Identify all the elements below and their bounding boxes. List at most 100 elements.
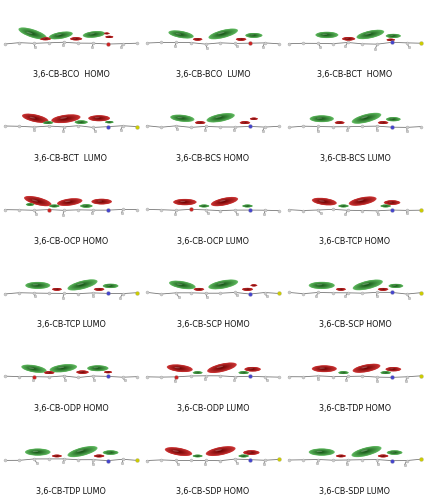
Ellipse shape (210, 280, 236, 288)
Ellipse shape (379, 288, 387, 290)
Ellipse shape (250, 34, 254, 35)
Ellipse shape (80, 372, 85, 373)
Ellipse shape (33, 284, 41, 286)
Ellipse shape (26, 197, 49, 205)
Ellipse shape (320, 200, 327, 202)
Ellipse shape (253, 285, 255, 286)
Ellipse shape (216, 116, 222, 118)
Ellipse shape (318, 367, 329, 370)
Ellipse shape (194, 455, 201, 457)
Ellipse shape (96, 455, 102, 456)
Ellipse shape (104, 33, 109, 34)
Ellipse shape (29, 368, 37, 370)
Ellipse shape (175, 200, 195, 204)
Ellipse shape (391, 284, 400, 287)
Ellipse shape (245, 289, 249, 290)
Ellipse shape (177, 200, 192, 204)
Ellipse shape (58, 34, 62, 36)
Text: 3,6-CB-BCS LUMO: 3,6-CB-BCS LUMO (320, 154, 391, 163)
Ellipse shape (243, 122, 247, 123)
Ellipse shape (92, 366, 104, 370)
Ellipse shape (173, 116, 191, 121)
Ellipse shape (53, 33, 68, 38)
Ellipse shape (47, 372, 51, 373)
Ellipse shape (105, 372, 111, 373)
Ellipse shape (71, 38, 81, 40)
Ellipse shape (241, 372, 246, 374)
Ellipse shape (105, 36, 113, 38)
Ellipse shape (363, 284, 370, 286)
Ellipse shape (388, 118, 398, 120)
Ellipse shape (107, 36, 112, 38)
Ellipse shape (387, 38, 395, 41)
Ellipse shape (355, 364, 377, 372)
Ellipse shape (76, 121, 86, 124)
Ellipse shape (44, 122, 52, 124)
Ellipse shape (31, 33, 32, 34)
Ellipse shape (71, 448, 93, 456)
Ellipse shape (63, 118, 66, 119)
Ellipse shape (196, 372, 199, 373)
Ellipse shape (360, 282, 374, 288)
Ellipse shape (198, 122, 202, 123)
Ellipse shape (78, 371, 86, 373)
Ellipse shape (320, 200, 328, 203)
Ellipse shape (217, 32, 228, 36)
Ellipse shape (195, 288, 202, 290)
Ellipse shape (55, 34, 65, 37)
Ellipse shape (219, 32, 226, 35)
Ellipse shape (243, 288, 252, 290)
Ellipse shape (62, 200, 76, 204)
Ellipse shape (214, 282, 232, 288)
Ellipse shape (26, 32, 33, 34)
Ellipse shape (389, 35, 397, 37)
Ellipse shape (244, 205, 250, 207)
Ellipse shape (23, 114, 48, 122)
Ellipse shape (43, 122, 52, 124)
Ellipse shape (196, 372, 199, 373)
Ellipse shape (356, 199, 368, 203)
Ellipse shape (357, 282, 377, 288)
Ellipse shape (323, 34, 329, 36)
Ellipse shape (176, 116, 187, 120)
Ellipse shape (170, 114, 194, 122)
Ellipse shape (78, 122, 84, 123)
Ellipse shape (387, 39, 394, 40)
Ellipse shape (52, 454, 62, 458)
Ellipse shape (176, 200, 193, 204)
Ellipse shape (246, 33, 262, 38)
Ellipse shape (355, 280, 380, 289)
Ellipse shape (359, 366, 373, 370)
Ellipse shape (106, 36, 112, 38)
Ellipse shape (196, 38, 200, 40)
Ellipse shape (318, 200, 330, 203)
Ellipse shape (386, 367, 401, 372)
Ellipse shape (320, 118, 322, 119)
Ellipse shape (313, 283, 330, 288)
Ellipse shape (246, 289, 249, 290)
Ellipse shape (71, 281, 93, 289)
Ellipse shape (170, 31, 191, 38)
Text: 3,6-CB-BCO  LUMO: 3,6-CB-BCO LUMO (176, 70, 250, 80)
Ellipse shape (315, 450, 327, 454)
Ellipse shape (388, 202, 396, 203)
Ellipse shape (322, 368, 325, 370)
Ellipse shape (347, 38, 349, 39)
Ellipse shape (93, 116, 104, 120)
Ellipse shape (213, 198, 236, 205)
Ellipse shape (365, 451, 366, 452)
Ellipse shape (387, 202, 396, 204)
Ellipse shape (75, 449, 89, 454)
Ellipse shape (195, 455, 201, 457)
Ellipse shape (311, 449, 332, 455)
Ellipse shape (197, 289, 201, 290)
Ellipse shape (317, 200, 331, 203)
Ellipse shape (389, 284, 403, 288)
Ellipse shape (106, 285, 114, 287)
Ellipse shape (250, 452, 252, 453)
Ellipse shape (378, 122, 388, 124)
Ellipse shape (42, 38, 49, 40)
Ellipse shape (65, 201, 73, 203)
Ellipse shape (391, 452, 397, 454)
Ellipse shape (31, 199, 43, 203)
